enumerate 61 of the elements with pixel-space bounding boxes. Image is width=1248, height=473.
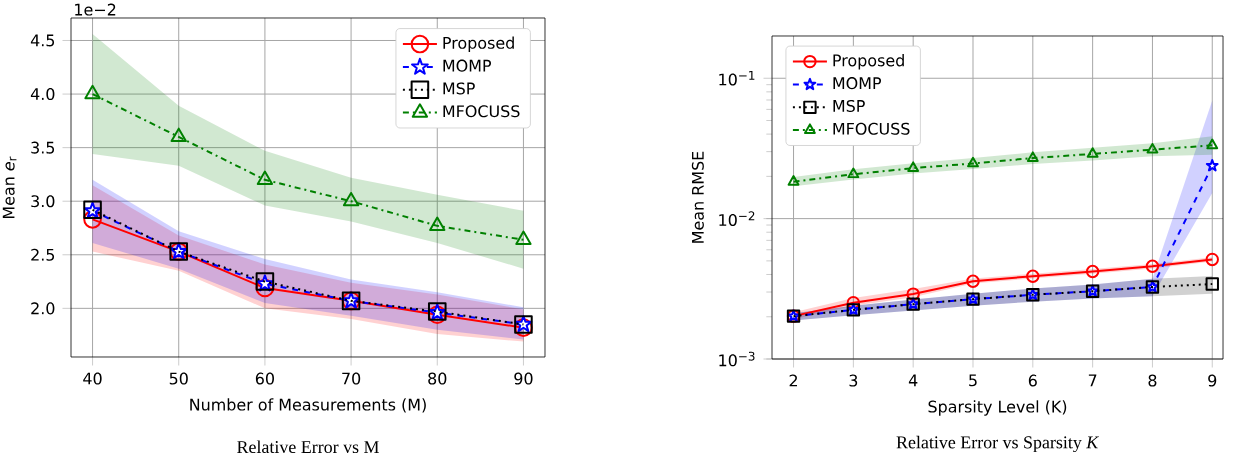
legend-label: MSP (443, 82, 475, 95)
legend-label: MOMP (833, 77, 882, 90)
x-axis-title: Number of Measurements (M) (190, 398, 426, 413)
point (170, 127, 187, 143)
x-tick-label: 40 (83, 372, 102, 385)
point (1205, 252, 1219, 267)
point (907, 161, 920, 172)
y-axis-title: Mean RMSE (691, 151, 704, 243)
point (1026, 151, 1039, 162)
x-tick-label: 4 (908, 374, 918, 387)
y-tick-label: 4.0 (30, 88, 55, 101)
point (1205, 277, 1219, 291)
x-tick-label: 9 (1208, 374, 1217, 387)
x-tick-label: 3 (849, 374, 858, 387)
point (1086, 147, 1099, 158)
point (1205, 159, 1219, 172)
x-tick-label: 6 (1028, 374, 1037, 387)
point (342, 191, 360, 207)
y-tick-label: 10$^{−3}$ (719, 351, 755, 367)
point (1206, 138, 1219, 150)
point (256, 170, 274, 185)
legend-label: MSP (833, 99, 865, 112)
legend-label: MFOCUSS (443, 105, 520, 118)
legend-label: MOMP (443, 59, 492, 72)
legend-label: Proposed (443, 36, 514, 52)
text: 1e−2 (75, 3, 116, 16)
x-tick-label: 8 (1148, 374, 1157, 387)
y-tick-label: 2.5 (31, 248, 55, 261)
point (515, 230, 532, 245)
legend-label: Proposed (833, 54, 904, 70)
point (1145, 259, 1160, 273)
point (429, 216, 446, 231)
point (906, 287, 920, 301)
y-tick-label: 3.5 (31, 141, 55, 154)
x-tick-label: 2 (789, 374, 797, 387)
y-axis-title: Mean e$_{r}$ (2, 156, 17, 219)
point (84, 84, 101, 100)
x-tick-label: 60 (255, 372, 274, 385)
x-tick-label: 50 (169, 372, 188, 385)
x-tick-label: 90 (514, 372, 533, 385)
y-tick-label: 4.5 (30, 34, 55, 47)
point (1146, 142, 1159, 154)
x-tick-label: 80 (428, 372, 447, 385)
x-tick-label: 5 (969, 374, 977, 387)
x-axis-title: Sparsity Level (K) (928, 400, 1067, 416)
x-tick-label: 70 (342, 372, 361, 385)
point (787, 175, 800, 186)
point (967, 156, 979, 168)
point (1085, 264, 1100, 279)
point (83, 210, 102, 229)
text: Relative Error vs Sparsity K (896, 435, 1100, 453)
legend-label: MFOCUSS (833, 122, 910, 135)
x-tick-label: 7 (1088, 374, 1097, 387)
y-tick-label: 3.0 (31, 195, 55, 208)
y-tick-label: 10$^{−1}$ (719, 70, 755, 86)
y-tick-label: 10$^{−2}$ (719, 211, 755, 226)
point (1026, 269, 1040, 283)
point (847, 167, 860, 179)
text: Relative Error vs M (237, 440, 379, 454)
y-tick-label: 2.0 (31, 302, 55, 315)
point (966, 274, 980, 288)
